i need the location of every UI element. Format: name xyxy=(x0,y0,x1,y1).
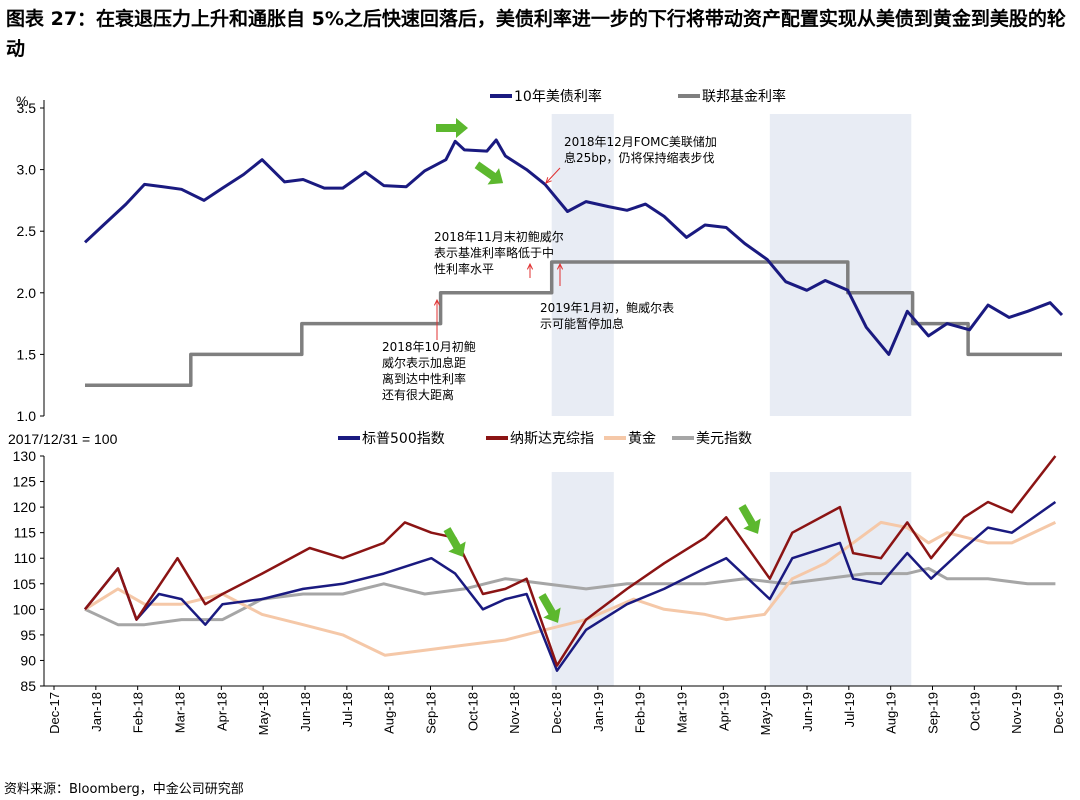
top-y-tick-label: 3.5 xyxy=(17,100,37,116)
green-arrow-shape-2 xyxy=(443,527,466,557)
series-fed-funds-rate xyxy=(85,260,1062,387)
shaded-period-top-1 xyxy=(769,114,912,416)
annotation-arrowhead-3 xyxy=(433,298,441,306)
x-tick-label: May-18 xyxy=(256,692,271,735)
annotation-arrowhead-1 xyxy=(526,262,534,270)
legend-label-fedfunds: 联邦基金利率 xyxy=(702,88,786,105)
x-tick-label: Jun-19 xyxy=(800,692,815,732)
x-tick-label: Feb-19 xyxy=(633,692,648,733)
x-tick-label: Dec-19 xyxy=(1051,692,1066,734)
green-arrow-3 xyxy=(538,593,561,623)
green-arrow-1 xyxy=(474,161,504,185)
x-tick-label: Oct-19 xyxy=(967,692,982,731)
bottom-y-tick-label: 85 xyxy=(20,678,36,694)
x-tick-label: Aug-19 xyxy=(884,692,899,734)
x-tick-label: May-19 xyxy=(758,692,773,735)
legend-label-bottom-3: 美元指数 xyxy=(696,431,752,447)
x-tick-label: Dec-18 xyxy=(549,692,564,734)
x-tick-label: Mar-19 xyxy=(675,692,690,733)
annotation-text-10: 还有很大距离 xyxy=(382,387,454,402)
annotation-text-4: 性利率水平 xyxy=(434,261,494,276)
green-arrow-shape-4 xyxy=(738,504,761,534)
x-tick-label: Jul-19 xyxy=(842,692,857,727)
x-tick-label: Jan-19 xyxy=(591,692,606,732)
annotation-text-3: 表示基准利率略低于中 xyxy=(434,245,554,260)
bottom-y-tick-label: 100 xyxy=(13,601,37,617)
x-tick-label: Aug-18 xyxy=(382,692,397,734)
bottom-y-tick-label: 90 xyxy=(20,652,36,668)
x-tick-label: Sep-18 xyxy=(424,692,439,734)
bottom-y-tick-label: 115 xyxy=(14,525,37,541)
bottom-y-tick-label: 125 xyxy=(13,474,37,490)
top-y-tick-label: 1.5 xyxy=(17,346,37,362)
legend-label-bottom-2: 黄金 xyxy=(628,430,656,447)
annotation-text-9: 离到达中性利率 xyxy=(382,371,466,386)
shaded-period-bottom-0 xyxy=(551,472,614,686)
series-sp500 xyxy=(84,500,1057,672)
annotation-arrowhead-2 xyxy=(556,262,564,270)
x-tick-label: Sep-19 xyxy=(926,692,941,734)
bottom-y-tick-label: 130 xyxy=(13,448,37,464)
annotation-arrowhead-0 xyxy=(545,177,552,184)
top-y-tick-label: 2.0 xyxy=(17,285,37,301)
series-10y-ust-yield xyxy=(83,138,1064,356)
x-tick-label: Jun-18 xyxy=(298,692,313,732)
legend-label-ust10y: 10年美债利率 xyxy=(514,88,602,105)
legend-label-bottom-0: 标普500指数 xyxy=(362,431,445,447)
top-y-tick-label: 3.0 xyxy=(17,162,37,178)
green-arrow-shape-3 xyxy=(538,593,561,623)
annotation-text-5: 2019年1月初，鲍威尔表 xyxy=(540,300,674,315)
annotation-arrow-0 xyxy=(545,167,561,184)
annotation-text-0: 2018年12月FOMC美联储加 xyxy=(564,134,717,149)
bottom-y-tick-label: 120 xyxy=(13,499,37,515)
x-tick-label: Oct-18 xyxy=(465,692,480,731)
bottom-unit-label: 2017/12/31 = 100 xyxy=(8,431,118,447)
x-tick-label: Jan-18 xyxy=(89,692,104,732)
annotation-text-1: 息25bp，仍将保持缩表步伐 xyxy=(564,150,715,165)
x-tick-label: Jul-18 xyxy=(340,692,355,727)
green-arrow-shape-1 xyxy=(474,161,504,185)
green-arrow-4 xyxy=(738,504,761,534)
bottom-y-tick-label: 110 xyxy=(14,550,37,566)
series-nasdaq xyxy=(84,455,1057,667)
annotation-text-6: 示可能暂停加息 xyxy=(540,316,624,331)
x-tick-label: Apr-19 xyxy=(716,692,731,731)
annotation-text-7: 2018年10月初鲍 xyxy=(382,340,476,354)
annotation-text-8: 威尔表示加息距 xyxy=(382,355,466,370)
annotation-text-2: 2018年11月末初鲍威尔 xyxy=(434,229,564,244)
source-note: 资料来源：Bloomberg，中金公司研究部 xyxy=(4,782,244,797)
x-tick-label: Nov-19 xyxy=(1009,692,1024,734)
green-arrow-shape-0 xyxy=(436,118,468,138)
bottom-y-tick-label: 95 xyxy=(20,627,36,643)
top-y-tick-label: 2.5 xyxy=(17,223,37,239)
bottom-y-tick-label: 105 xyxy=(13,576,37,592)
legend-label-bottom-1: 纳斯达克综指 xyxy=(510,431,594,447)
top-y-tick-label: 1.0 xyxy=(17,408,37,424)
x-tick-label: Dec-17 xyxy=(47,692,62,734)
green-arrow-2 xyxy=(443,527,466,557)
x-tick-label: Feb-18 xyxy=(131,692,146,733)
x-tick-label: Apr-18 xyxy=(214,692,229,731)
top-unit-label: % xyxy=(16,93,28,109)
x-tick-label: Nov-18 xyxy=(507,692,522,734)
green-arrow-0 xyxy=(436,118,468,138)
chart-title: 图表 27：在衰退压力上升和通胀自 5%之后快速回落后，美债利率进一步的下行将带… xyxy=(6,8,1066,60)
shaded-period-top-0 xyxy=(551,114,614,416)
x-tick-label: Mar-18 xyxy=(173,692,188,733)
